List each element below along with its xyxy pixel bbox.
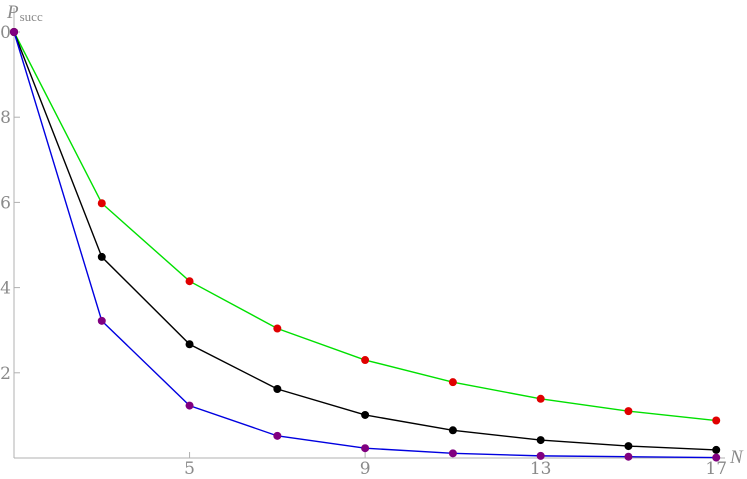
series-2-point bbox=[185, 340, 194, 349]
series-3-point bbox=[273, 431, 282, 440]
series-1-point bbox=[97, 199, 106, 208]
series-1-point bbox=[273, 324, 282, 333]
x-tick-label: 17 bbox=[705, 459, 727, 479]
x-tick-label: 9 bbox=[360, 459, 371, 479]
y-tick-label: 1.0 bbox=[0, 23, 11, 43]
series-2-point bbox=[97, 252, 106, 261]
y-axis-label-sub: succ bbox=[20, 9, 43, 24]
series-3-point bbox=[624, 452, 633, 461]
series-line-3 bbox=[13, 31, 717, 459]
series-1-point bbox=[185, 277, 194, 286]
series-1-point bbox=[712, 416, 721, 425]
series-2-point bbox=[448, 426, 457, 435]
series-1-point bbox=[448, 378, 457, 387]
axes bbox=[13, 8, 725, 459]
x-tick-label: 5 bbox=[184, 459, 195, 479]
series-1-point bbox=[536, 394, 545, 403]
series-3-point bbox=[185, 401, 194, 410]
x-axis-label: N bbox=[729, 447, 744, 468]
x-tick-label: 13 bbox=[530, 459, 552, 479]
y-tick-label: 0.2 bbox=[0, 364, 11, 384]
ticks: 5 9 13 17 0.2 0.4 0.6 0.8 1.0 bbox=[0, 23, 727, 479]
series-1-point bbox=[624, 407, 633, 416]
series-3-point bbox=[97, 316, 106, 325]
series-2-point bbox=[712, 445, 721, 454]
series-2-point bbox=[624, 442, 633, 451]
y-tick-label: 0.8 bbox=[0, 108, 11, 128]
y-tick-label: 0.6 bbox=[0, 193, 11, 213]
y-axis-label: Psucc bbox=[6, 2, 43, 24]
y-axis-label-main: P bbox=[6, 2, 19, 23]
series-group bbox=[13, 31, 717, 459]
series-3-point bbox=[361, 444, 370, 453]
series-1-point bbox=[361, 356, 370, 365]
series-2-point bbox=[536, 436, 545, 445]
series-3-point bbox=[448, 449, 457, 458]
y-tick-label: 0.4 bbox=[0, 279, 11, 299]
series-3-point bbox=[712, 453, 721, 462]
series-line-2 bbox=[13, 31, 717, 451]
series-3-point bbox=[536, 451, 545, 460]
series-3-point bbox=[10, 28, 18, 36]
series-2-point bbox=[361, 410, 370, 419]
series-2-point bbox=[273, 384, 282, 393]
markers-group bbox=[10, 28, 721, 462]
